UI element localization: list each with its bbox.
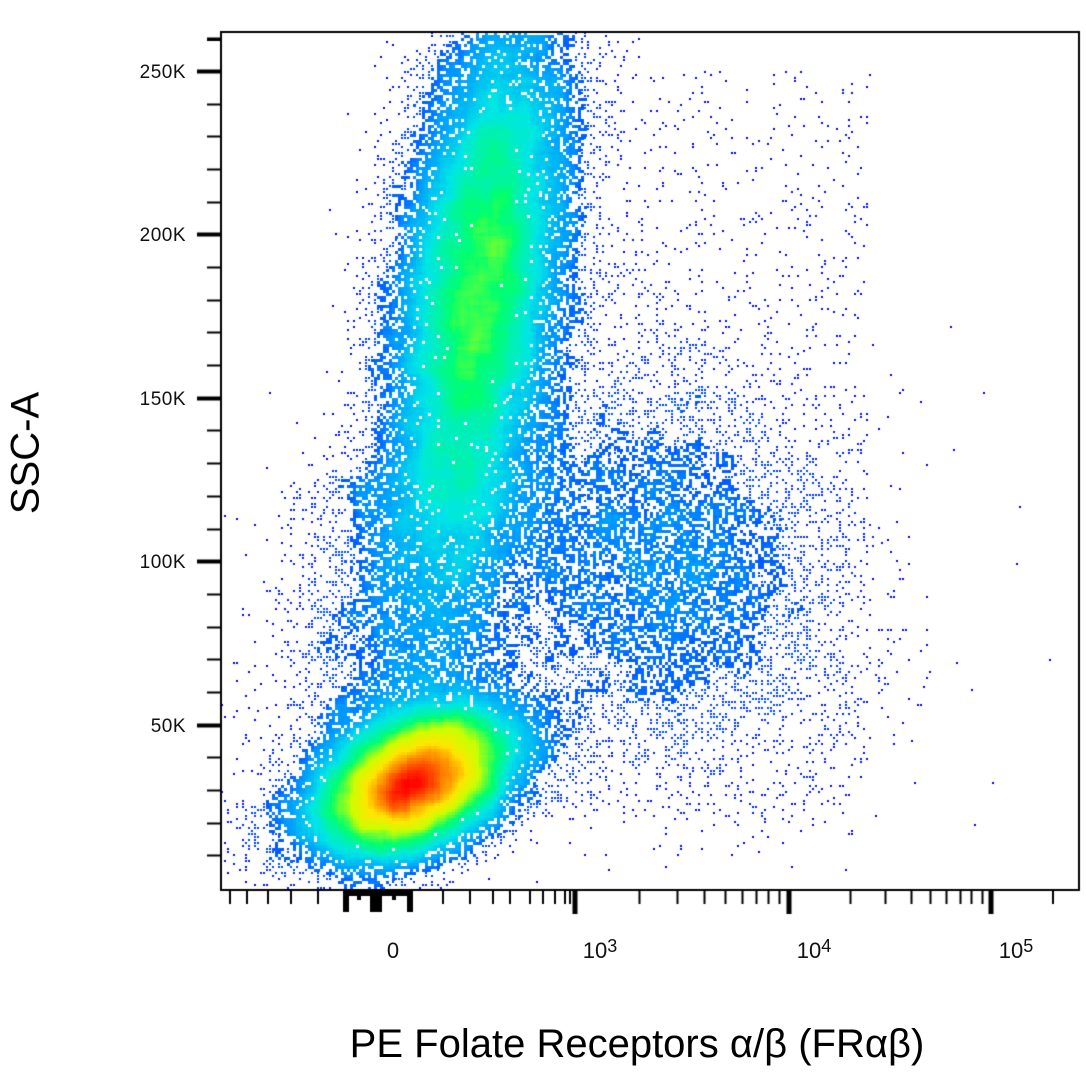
- x-tick-label-1e3: 103: [582, 936, 618, 963]
- y-tick-label-150k: 150K: [139, 388, 186, 410]
- y-tick-label-50k: 50K: [150, 715, 186, 737]
- x-axis-title: PE Folate Receptors α/β (FRαβ): [349, 1022, 925, 1066]
- x-tick-label-0: 0: [386, 938, 400, 963]
- y-axis-title: SSC-A: [3, 391, 48, 515]
- y-tick-label-250k: 250K: [139, 62, 186, 83]
- x-tick-label-1e4: 104: [796, 936, 832, 963]
- y-tick-label-100k: 100K: [139, 552, 186, 574]
- y-tick-label-200k: 200K: [139, 225, 186, 247]
- x-tick-label-1e5: 105: [998, 936, 1034, 963]
- y-axis-tick-labels: 50K 100K 150K 200K 250K: [90, 0, 186, 900]
